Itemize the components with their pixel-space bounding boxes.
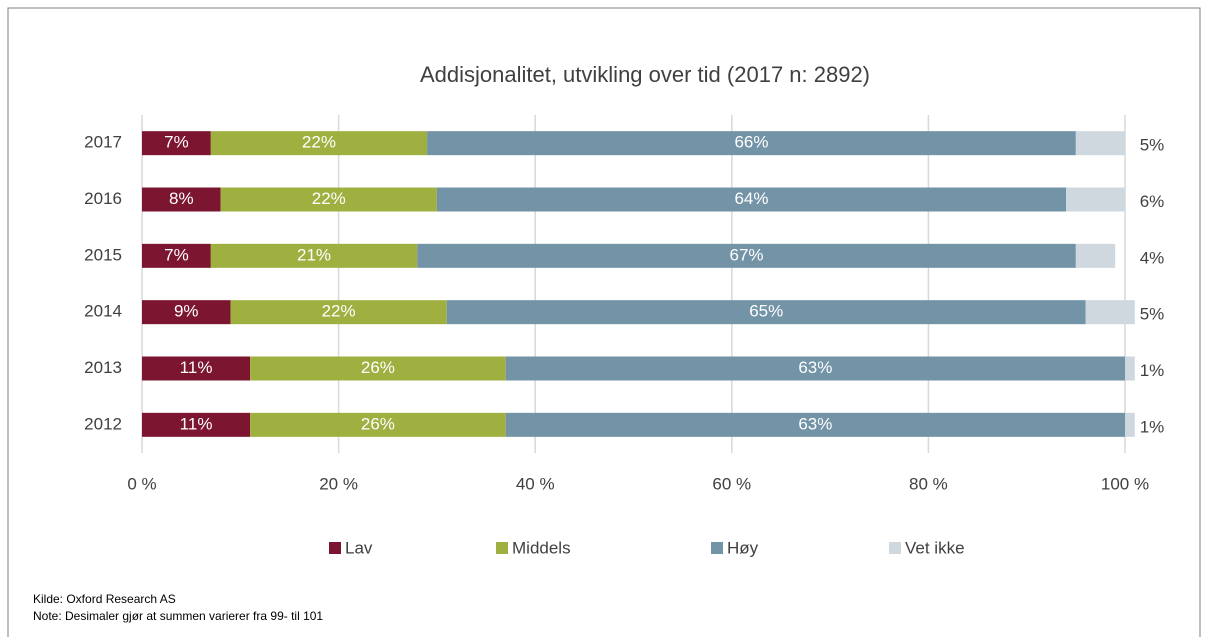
bar-segment [1125, 412, 1135, 437]
bar-segment [142, 187, 221, 212]
bar-segment [505, 412, 1126, 437]
data-label: 26% [361, 358, 395, 377]
bar-segment [142, 300, 231, 325]
x-tick-label: 60 % [712, 474, 751, 493]
legend-swatch [711, 542, 723, 554]
data-label: 11% [180, 414, 213, 433]
data-label: 65% [749, 302, 783, 321]
bar-segment [1066, 187, 1125, 212]
bar-segment [142, 131, 211, 156]
legend-label: Vet ikke [905, 538, 965, 557]
bar-segment [505, 356, 1126, 381]
bar-segment [230, 300, 447, 325]
data-label: 5% [1140, 136, 1165, 155]
x-tick-label: 100 % [1101, 474, 1149, 493]
data-label: 11% [180, 358, 213, 377]
bar-segment [220, 187, 437, 212]
legend-label: Middels [512, 538, 571, 557]
data-label: 7% [164, 245, 189, 264]
bar-segment [446, 300, 1086, 325]
data-label: 22% [312, 189, 346, 208]
y-tick-label: 2014 [84, 302, 122, 321]
bar-segment [1085, 300, 1135, 325]
y-tick-label: 2016 [84, 189, 122, 208]
legend-swatch [329, 542, 341, 554]
frame [7, 7, 1201, 637]
data-label: 1% [1140, 361, 1165, 380]
y-tick-label: 2017 [84, 133, 122, 152]
data-label: 64% [734, 189, 768, 208]
legend-label: Lav [345, 538, 373, 557]
legend-swatch [889, 542, 901, 554]
bar-segment [142, 243, 211, 268]
data-label: 67% [730, 245, 764, 264]
data-label: 21% [297, 245, 331, 264]
data-label: 22% [322, 302, 356, 321]
x-tick-label: 20 % [319, 474, 358, 493]
x-tick-label: 0 % [127, 474, 156, 493]
data-label: 22% [302, 133, 336, 152]
bar-segment [210, 243, 418, 268]
bar-segment [1075, 243, 1116, 268]
data-label: 4% [1140, 248, 1165, 267]
bar-segment [142, 412, 251, 437]
legend-label: Høy [727, 538, 759, 557]
data-label: 7% [164, 133, 189, 152]
bar-segment [427, 131, 1076, 156]
y-tick-label: 2013 [84, 358, 122, 377]
data-label: 9% [174, 302, 199, 321]
data-label: 63% [798, 358, 832, 377]
data-label: 26% [361, 414, 395, 433]
bar-segment [417, 243, 1076, 268]
data-label: 6% [1140, 192, 1165, 211]
bar-segment [210, 131, 428, 156]
chart-title: Addisjonalitet, utvikling over tid (2017… [420, 62, 870, 87]
source: Kilde: Oxford Research AS [33, 592, 176, 606]
data-label: 8% [169, 189, 194, 208]
data-label: 66% [734, 133, 768, 152]
bar-segment [250, 356, 506, 381]
data-label: 1% [1140, 417, 1165, 436]
y-tick-label: 2015 [84, 245, 122, 264]
legend-swatch [496, 542, 508, 554]
y-tick-label: 2012 [84, 414, 122, 433]
x-tick-label: 40 % [516, 474, 555, 493]
bar-segment [1125, 356, 1135, 381]
bar-segment [436, 187, 1067, 212]
x-tick-label: 80 % [909, 474, 948, 493]
bar-segment [1075, 131, 1125, 156]
data-label: 63% [798, 414, 832, 433]
data-label: 5% [1140, 305, 1165, 324]
bar-segment [142, 356, 251, 381]
note: Note: Desimaler gjør at summen varierer … [33, 609, 323, 623]
bar-segment [250, 412, 506, 437]
